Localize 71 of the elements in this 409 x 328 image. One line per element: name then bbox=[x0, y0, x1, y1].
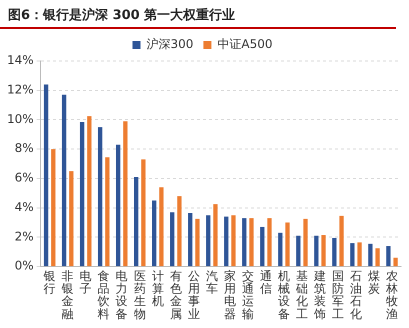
y-tick-label: 8% bbox=[14, 141, 34, 156]
chart-title: 图6：银行是沪深 300 第一大权重行业 bbox=[0, 0, 396, 29]
bar bbox=[188, 212, 192, 266]
bar bbox=[170, 212, 174, 266]
bar bbox=[339, 216, 344, 266]
x-tick-label: 交通运输 bbox=[242, 269, 254, 321]
y-tick-label: 4% bbox=[14, 200, 34, 214]
bar bbox=[87, 116, 92, 266]
bar bbox=[134, 177, 138, 266]
bar bbox=[249, 218, 254, 266]
bar bbox=[69, 171, 74, 266]
x-tick-label: 公用事业 bbox=[188, 269, 200, 321]
x-tick-label: 家用电器 bbox=[224, 269, 236, 321]
x-tick-label: 有色金属 bbox=[170, 269, 182, 321]
x-tick-label: 基础化工 bbox=[294, 269, 308, 321]
bar bbox=[152, 200, 156, 266]
y-tick-label: 0% bbox=[14, 258, 34, 273]
legend-label: 中证A500 bbox=[217, 37, 273, 52]
x-tick-label: 非银金融 bbox=[60, 269, 74, 321]
bar bbox=[285, 222, 290, 266]
x-tick-label: 汽车 bbox=[206, 269, 218, 296]
bar bbox=[195, 218, 200, 266]
bar bbox=[177, 196, 182, 266]
y-tick-label: 10% bbox=[7, 112, 34, 126]
x-tick-label: 银行 bbox=[42, 269, 56, 296]
x-tick-label: 通信 bbox=[260, 269, 272, 296]
x-tick-label: 食品饮料 bbox=[96, 269, 110, 321]
bar bbox=[393, 258, 398, 266]
bar bbox=[206, 215, 210, 266]
bar bbox=[105, 157, 110, 266]
bar bbox=[296, 236, 300, 266]
bar bbox=[332, 238, 336, 266]
y-tick-label: 12% bbox=[7, 82, 34, 96]
bar bbox=[98, 127, 102, 266]
bar bbox=[231, 215, 236, 266]
bar bbox=[141, 159, 146, 266]
x-tick-label: 机械设备 bbox=[278, 269, 290, 321]
bar bbox=[224, 216, 228, 266]
bar bbox=[51, 149, 56, 266]
y-tick-label: 2% bbox=[14, 229, 34, 244]
bar bbox=[321, 235, 326, 266]
bar bbox=[267, 218, 272, 266]
x-tick-label: 电子 bbox=[80, 269, 92, 296]
x-tick-label: 煤炭 bbox=[368, 269, 380, 296]
x-tick-label: 医药生物 bbox=[134, 269, 146, 321]
x-tick-label: 石油石化 bbox=[350, 269, 362, 321]
bar bbox=[303, 218, 308, 266]
bar bbox=[116, 144, 120, 266]
x-tick-label: 计算机 bbox=[152, 269, 164, 308]
bar bbox=[386, 246, 391, 266]
y-tick-label: 6% bbox=[14, 170, 34, 185]
bar bbox=[80, 122, 84, 266]
bar bbox=[350, 243, 355, 266]
bar bbox=[357, 242, 362, 266]
bar bbox=[314, 236, 318, 266]
bar bbox=[62, 94, 66, 266]
bar bbox=[213, 204, 218, 266]
y-tick-label: 14% bbox=[7, 53, 34, 68]
bar bbox=[242, 218, 246, 266]
bar bbox=[44, 84, 48, 266]
bar bbox=[368, 244, 373, 266]
legend-label: 沪深300 bbox=[146, 37, 194, 52]
x-tick-label: 建筑装饰 bbox=[312, 269, 326, 321]
bar bbox=[375, 248, 380, 266]
x-tick-label: 农林牧渔 bbox=[384, 269, 398, 321]
bar bbox=[159, 187, 164, 266]
x-tick-label: 电力设备 bbox=[116, 269, 128, 321]
bar bbox=[260, 226, 264, 266]
x-tick-label: 国防军工 bbox=[332, 269, 344, 321]
bar bbox=[123, 121, 128, 266]
bar bbox=[278, 232, 282, 266]
